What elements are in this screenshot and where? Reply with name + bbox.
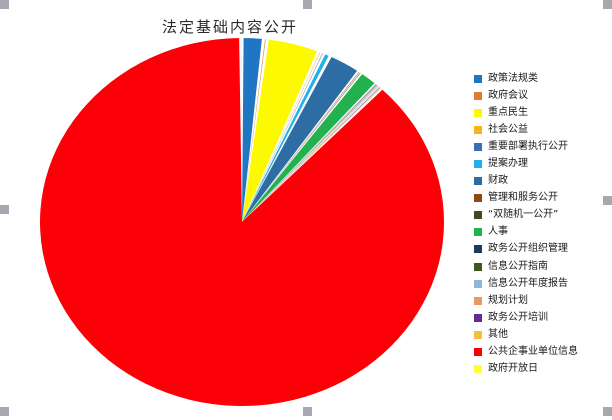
legend-item: 财政 bbox=[474, 173, 612, 190]
legend-color-swatch bbox=[474, 245, 482, 254]
legend-item-label: 其他 bbox=[488, 328, 508, 340]
legend-color-swatch bbox=[474, 91, 482, 100]
handle-top-right[interactable] bbox=[603, 0, 612, 9]
handle-bottom-right[interactable] bbox=[603, 407, 612, 416]
legend-item: 重点民生 bbox=[474, 104, 612, 121]
legend-item-label: 政务公开组织管理 bbox=[488, 243, 568, 255]
pie-slice[interactable] bbox=[242, 52, 321, 222]
pie-slice[interactable] bbox=[242, 74, 375, 222]
pie-svg bbox=[40, 38, 445, 407]
chart-legend: 政策法规类政府会议重点民生社会公益重要部署执行公开 提案办理财政管理和服务公开 “双… bbox=[474, 70, 612, 378]
pie-slice[interactable] bbox=[242, 86, 380, 222]
legend-item: 社会公益 bbox=[474, 121, 612, 138]
handle-top-center[interactable] bbox=[303, 0, 312, 9]
legend-color-swatch bbox=[474, 211, 482, 220]
pie-slice[interactable] bbox=[242, 39, 266, 223]
legend-color-swatch bbox=[474, 177, 482, 186]
legend-item-label: 重要部署执行公开 bbox=[488, 140, 568, 152]
legend-color-swatch bbox=[474, 262, 482, 271]
legend-item-label: 信息公开年度报告 bbox=[488, 277, 568, 289]
legend-item: 管理和服务公开 bbox=[474, 190, 612, 207]
legend-item: 提案办理 bbox=[474, 155, 612, 172]
pie-slice[interactable] bbox=[242, 84, 377, 222]
legend-color-swatch bbox=[474, 313, 482, 322]
legend-item-label: 信息公开指南 bbox=[488, 260, 548, 272]
pie-slice[interactable] bbox=[242, 88, 382, 222]
handle-top-left[interactable] bbox=[0, 0, 9, 9]
pie-slice[interactable] bbox=[242, 54, 329, 222]
handle-bottom-left[interactable] bbox=[0, 407, 9, 416]
chart-title: 法定基础内容公开 bbox=[161, 20, 298, 36]
pie-slice[interactable] bbox=[242, 38, 262, 223]
pie-slice[interactable] bbox=[40, 38, 445, 407]
legend-item: 人事 bbox=[474, 224, 612, 241]
pie-slice[interactable] bbox=[242, 87, 381, 222]
legend-item: 信息公开年度报告 bbox=[474, 275, 612, 292]
legend-item-label: 公共企事业单位信息 bbox=[488, 346, 578, 358]
legend-item: 政府开放日 bbox=[474, 361, 612, 378]
handle-bottom-center[interactable] bbox=[303, 407, 312, 416]
legend-item-label: 重点民生 bbox=[488, 106, 528, 118]
legend-item-label: “双随机一公开” bbox=[488, 209, 559, 221]
legend-color-swatch bbox=[474, 330, 482, 339]
pie-slice[interactable] bbox=[242, 39, 318, 222]
pie-slice[interactable] bbox=[242, 71, 360, 222]
legend-color-swatch bbox=[474, 296, 482, 305]
legend-item: 重要部署执行公开 bbox=[474, 138, 612, 155]
legend-item: 政务公开组织管理 bbox=[474, 241, 612, 258]
legend-color-swatch bbox=[474, 160, 482, 169]
pie-slice-group bbox=[40, 38, 445, 407]
legend-item-label: 财政 bbox=[488, 175, 508, 187]
legend-item-label: 社会公益 bbox=[488, 123, 528, 135]
legend-item-label: 提案办理 bbox=[488, 158, 528, 170]
legend-item: 政策法规类 bbox=[474, 70, 612, 87]
legend-color-swatch bbox=[474, 228, 482, 237]
pie-slice[interactable] bbox=[242, 85, 378, 222]
legend-color-swatch bbox=[474, 365, 482, 374]
legend-item-label: 政府会议 bbox=[488, 89, 528, 101]
pie-slice[interactable] bbox=[242, 72, 361, 223]
pie-chart-plot-area[interactable] bbox=[40, 38, 450, 408]
pie-slice[interactable] bbox=[241, 38, 242, 222]
legend-item-label: 政府开放日 bbox=[488, 363, 538, 375]
handle-mid-left[interactable] bbox=[0, 205, 9, 214]
legend-color-swatch bbox=[474, 348, 482, 357]
legend-item: “双随机一公开” bbox=[474, 207, 612, 224]
legend-item: 其他 bbox=[474, 326, 612, 343]
pie-slice[interactable] bbox=[242, 57, 358, 222]
legend-item: 政府会议 bbox=[474, 87, 612, 104]
legend-color-swatch bbox=[474, 194, 482, 203]
legend-item: 信息公开指南 bbox=[474, 258, 612, 275]
legend-color-swatch bbox=[474, 74, 482, 83]
legend-color-swatch bbox=[474, 142, 482, 151]
legend-item: 政务公开培训 bbox=[474, 309, 612, 326]
legend-color-swatch bbox=[474, 125, 482, 134]
legend-color-swatch bbox=[474, 279, 482, 288]
legend-item-label: 政务公开培训 bbox=[488, 311, 548, 323]
legend-item-label: 人事 bbox=[488, 226, 508, 238]
legend-item: 公共企事业单位信息 bbox=[474, 344, 612, 361]
legend-item: 规划计划 bbox=[474, 292, 612, 309]
legend-item-label: 管理和服务公开 bbox=[488, 192, 558, 204]
pie-slice[interactable] bbox=[242, 53, 323, 223]
legend-item-label: 规划计划 bbox=[488, 294, 528, 306]
pie-slice[interactable] bbox=[242, 85, 379, 222]
legend-item-label: 政策法规类 bbox=[488, 72, 538, 84]
legend-color-swatch bbox=[474, 108, 482, 117]
handle-mid-right[interactable] bbox=[603, 196, 612, 205]
